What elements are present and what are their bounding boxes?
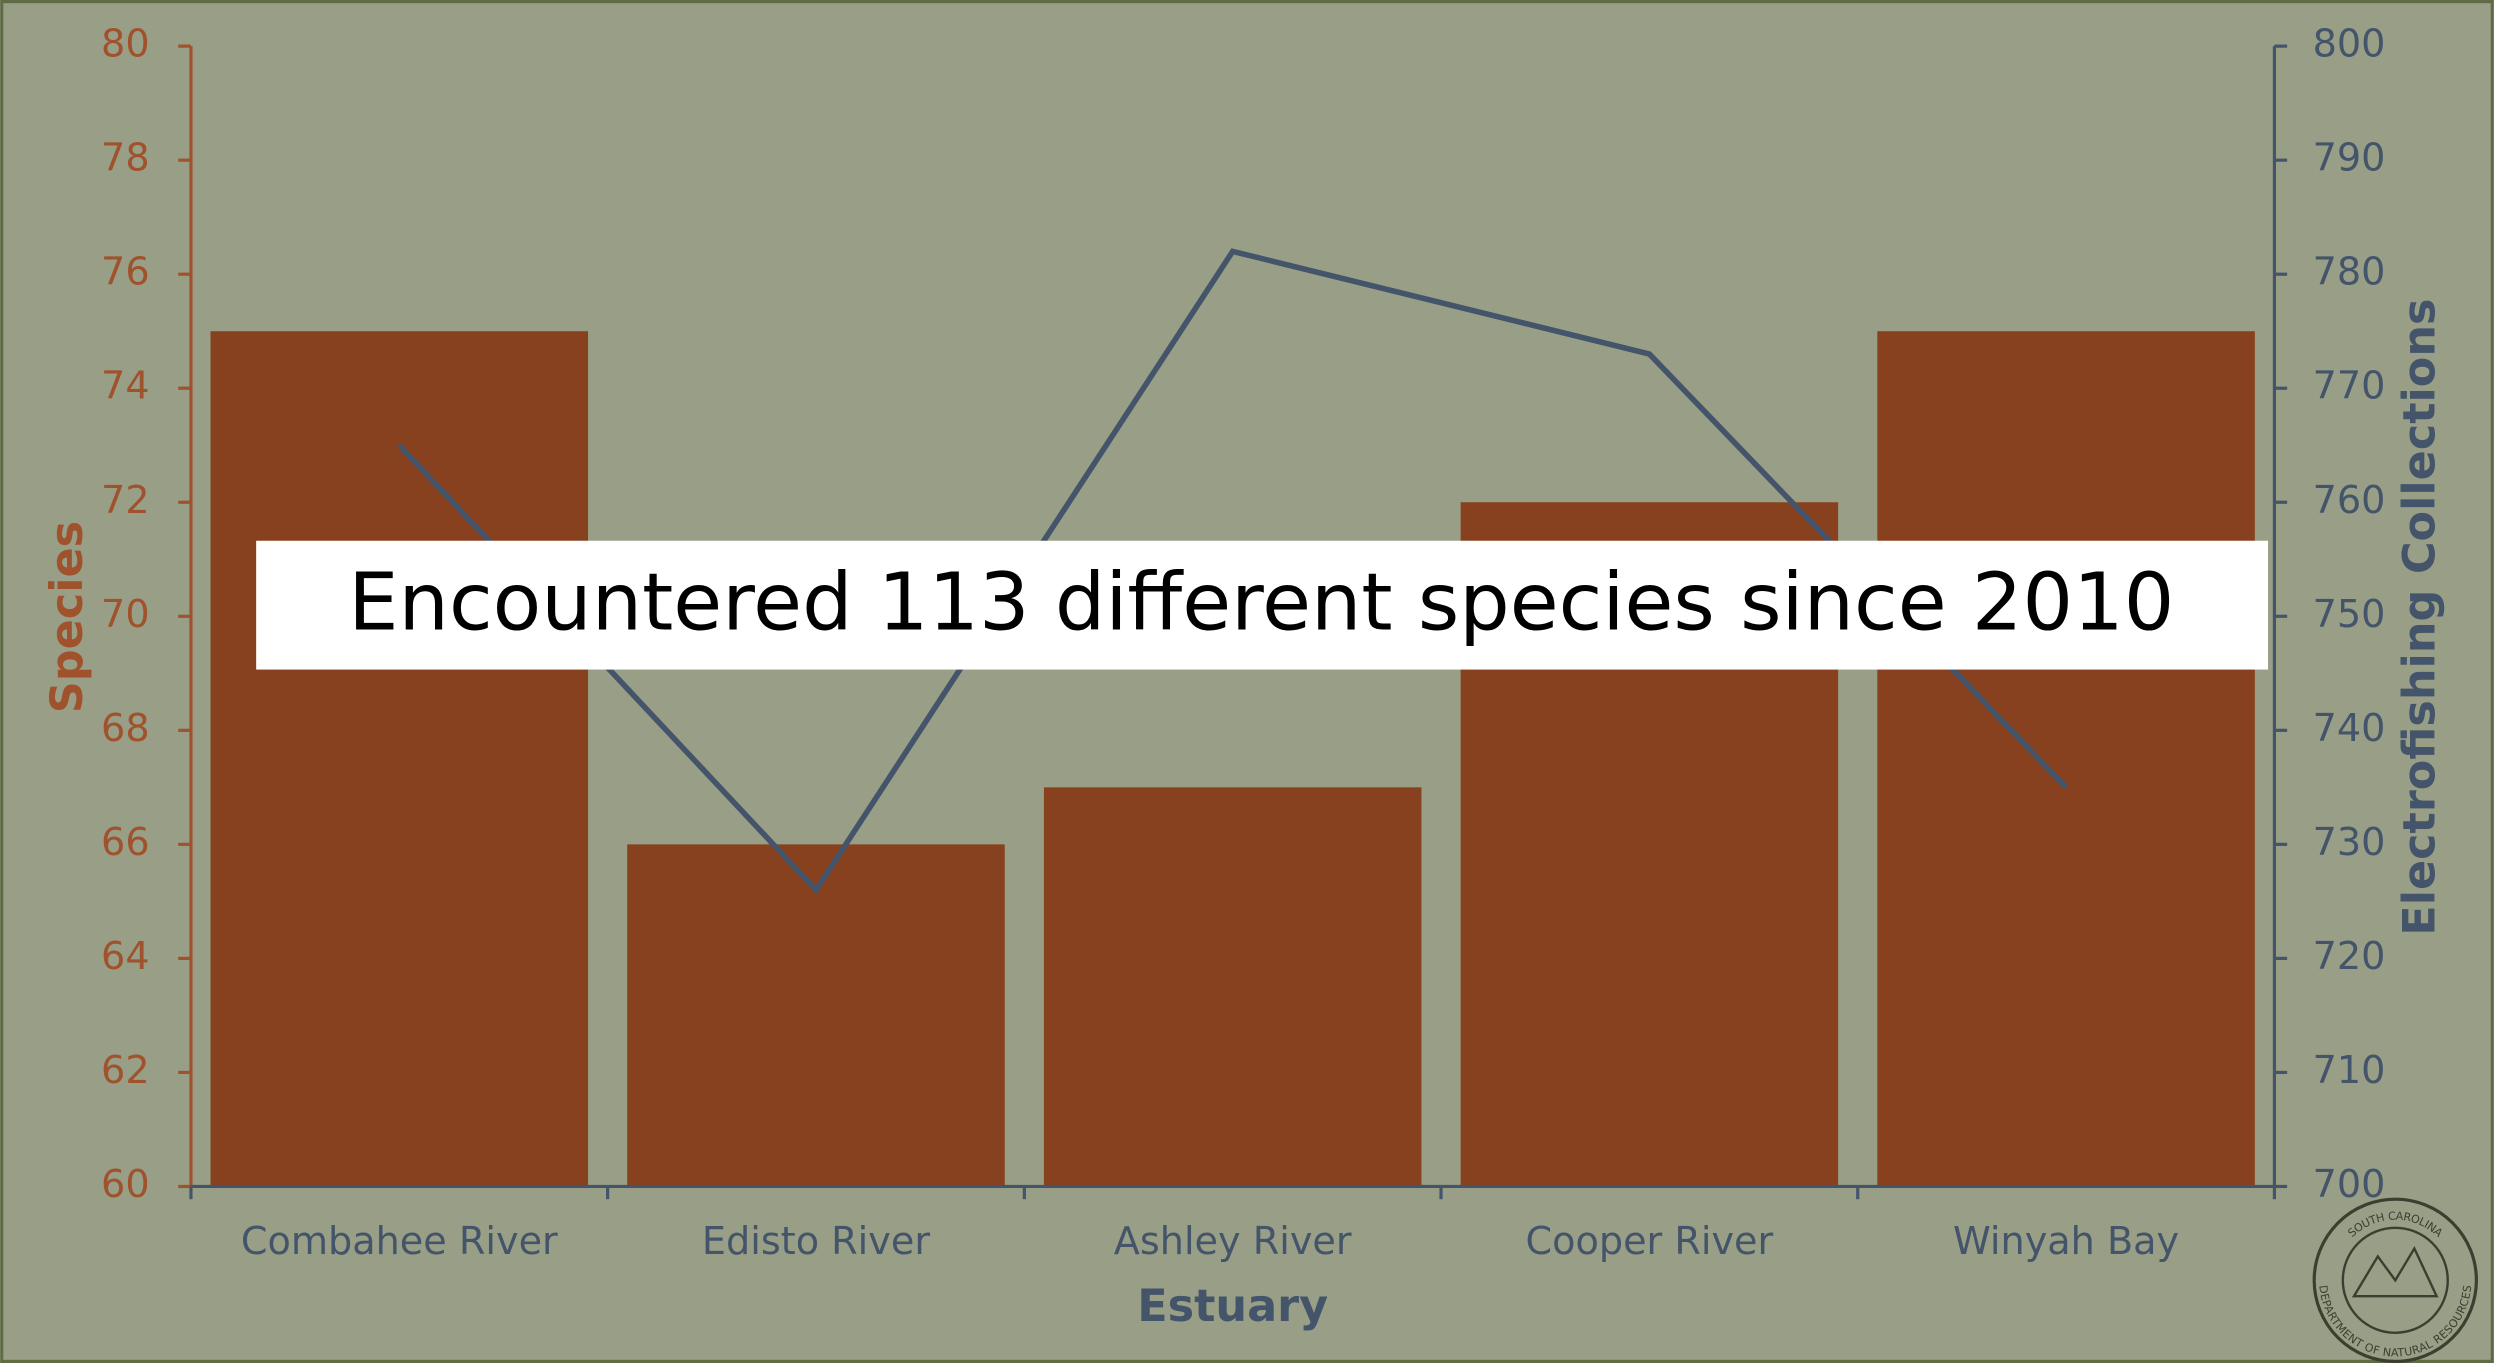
y-tick-label: 60 [101, 1163, 150, 1207]
y2-tick-label: 710 [2313, 1049, 2386, 1093]
y-tick-label: 68 [101, 707, 150, 751]
y-tick-label: 80 [101, 23, 150, 67]
logo-emblem [2351, 1245, 2439, 1298]
y2-axis-title: Electrofishing Collections [2393, 298, 2445, 935]
bar [1043, 787, 1422, 1187]
y-tick-label: 74 [101, 365, 150, 409]
y2-tick-label: 760 [2313, 479, 2386, 523]
y2-tick-label: 790 [2313, 137, 2386, 181]
x-tick-label: Ashley River [1114, 1220, 1352, 1264]
y-tick-label: 62 [101, 1049, 150, 1093]
y2-tick-label: 720 [2313, 935, 2386, 979]
line [397, 248, 2069, 895]
logo-ring [2312, 1197, 2478, 1363]
y2-tick-label: 800 [2313, 23, 2386, 67]
x-tick-label: Combahee River [241, 1220, 558, 1264]
bar [1877, 331, 2255, 1187]
x-tick-label: Edisto River [702, 1220, 930, 1264]
y-tick-label: 64 [101, 935, 150, 979]
y-axis-title: Species [41, 521, 93, 713]
y2-tick-label: 750 [2313, 593, 2386, 637]
y-tick-label: 72 [101, 479, 150, 523]
x-tick-label: Winyah Bay [1953, 1220, 2179, 1264]
y-tick-label: 66 [101, 821, 150, 865]
x-tick-label: Cooper River [1526, 1220, 1774, 1264]
y2-tick-label: 740 [2313, 707, 2386, 751]
annotation: Encountered 113 different species since … [348, 556, 2174, 649]
bar [210, 331, 589, 1187]
y2-tick-label: 770 [2313, 365, 2386, 409]
y2-tick-label: 730 [2313, 821, 2386, 865]
logo-inner-ring [2341, 1226, 2449, 1334]
y-tick-label: 78 [101, 137, 150, 181]
y2-tick-label: 700 [2313, 1163, 2386, 1207]
bar [627, 844, 1005, 1187]
y-tick-label: 70 [101, 593, 150, 637]
annotation-box [256, 540, 2269, 670]
y2-tick-label: 780 [2313, 251, 2386, 295]
y-tick-label: 76 [101, 251, 150, 295]
x-axis-title: Estuary [1137, 1280, 1328, 1332]
